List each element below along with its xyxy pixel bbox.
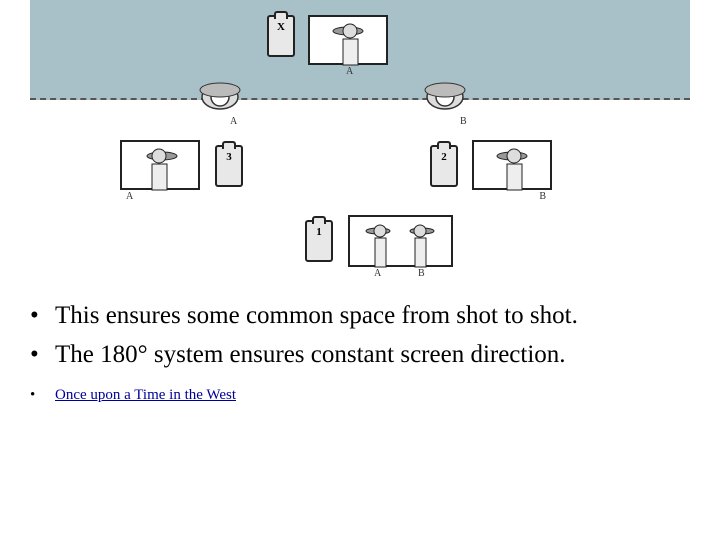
screen-mid-a: A [120,140,200,190]
diagram-180-system: X A A B A 3 [30,0,690,285]
camera-2-label: 2 [432,151,456,163]
bullet-1-text: This ensures some common space from shot… [55,302,578,329]
figure-b-right [474,142,554,192]
bullet-1: This ensures some common space from shot… [30,300,690,331]
person-b-axis-label: B [460,115,470,125]
figure-ab [350,217,455,269]
camera-x-label: X [269,21,293,33]
bullet-3: Once upon a Time in the West [30,385,690,406]
camera-2: 2 [430,145,458,187]
svg-text:A: A [230,116,238,125]
screen-bottom-ab: A B [348,215,453,267]
screen-mid-b: B [472,140,552,190]
camera-1: 1 [305,220,333,262]
camera-1-label: 1 [307,226,331,238]
camera-x: X [267,15,295,57]
bullet-3-link[interactable]: Once upon a Time in the West [55,387,236,403]
screen-label-a2: A [126,191,133,202]
figure-a-right [310,17,390,67]
figure-a-left [122,142,202,192]
screen-label-a3: A [374,268,381,279]
screen-label-b2: B [539,191,546,202]
person-a-axis-label: A [230,115,240,125]
screen-label-a: A [346,66,353,77]
svg-text:B: B [460,116,467,125]
bullet-2: The 180° system ensures constant screen … [30,339,690,370]
camera-3: 3 [215,145,243,187]
screen-top-a: A [308,15,388,65]
camera-3-label: 3 [217,151,241,163]
screen-label-b3: B [418,268,425,279]
bullet-list: This ensures some common space from shot… [30,300,690,406]
slide-text: This ensures some common space from shot… [30,300,690,414]
bullet-2-text: The 180° system ensures constant screen … [55,341,566,368]
